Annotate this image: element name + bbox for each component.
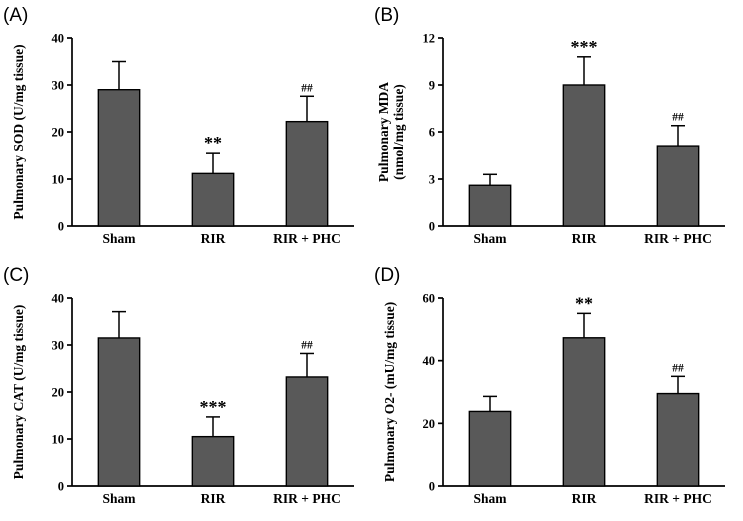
svg-text:20: 20 — [52, 126, 65, 140]
bar-chart-pulmonary-sod: 0 10 20 30 40 Sham ** RIR ## RIR + PHC Pulmonary S… — [11, 32, 354, 246]
panel-a-label: (A) — [3, 5, 29, 26]
svg-text:(nmol/mg tissue): (nmol/mg tissue) — [391, 84, 406, 180]
svg-text:10: 10 — [52, 173, 65, 187]
svg-text:Pulmonary MDA: Pulmonary MDA — [377, 82, 391, 182]
svg-text:0: 0 — [429, 480, 435, 494]
svg-text:RIR: RIR — [572, 231, 597, 246]
svg-text:20: 20 — [52, 386, 65, 400]
svg-text:RIR + PHC: RIR + PHC — [644, 491, 712, 506]
svg-text:9: 9 — [429, 79, 435, 93]
svg-text:0: 0 — [58, 480, 64, 494]
svg-text:RIR + PHC: RIR + PHC — [273, 491, 341, 506]
svg-text:**: ** — [575, 293, 593, 313]
svg-text:10: 10 — [52, 433, 65, 447]
svg-text:Sham: Sham — [473, 491, 507, 506]
svg-text:##: ## — [301, 339, 313, 351]
svg-text:RIR: RIR — [572, 491, 597, 506]
bar-chart-pulmonary-mda: 0 3 6 9 12 Sham *** RIR ## RIR + PHC Pulmonary MDA… — [377, 32, 725, 246]
panel-c: (C) 0 10 20 30 40 Sham *** RIR ## RIR + PHC Pulmon… — [0, 260, 371, 521]
svg-text:RIR + PHC: RIR + PHC — [644, 231, 712, 246]
svg-text:30: 30 — [52, 339, 65, 353]
svg-text:6: 6 — [429, 126, 435, 140]
svg-text:**: ** — [204, 133, 222, 153]
svg-text:0: 0 — [58, 220, 64, 234]
bar-chart-pulmonary-o2: 0 20 40 60 Sham ** RIR ## RIR + PHC Pulmonary O2-… — [382, 292, 725, 506]
svg-text:##: ## — [672, 112, 684, 124]
svg-text:Sham: Sham — [102, 491, 136, 506]
svg-text:***: *** — [571, 37, 598, 57]
svg-text:Pulmonary SOD (U/mg tissue): Pulmonary SOD (U/mg tissue) — [11, 44, 26, 219]
panel-d: (D) 0 20 40 60 Sham ** RIR ## RIR + PHC Pulmonary… — [371, 260, 743, 521]
svg-text:Sham: Sham — [473, 231, 507, 246]
panel-c-label: (C) — [3, 265, 30, 286]
svg-text:0: 0 — [429, 220, 435, 234]
svg-text:3: 3 — [429, 173, 435, 187]
svg-text:RIR + PHC: RIR + PHC — [273, 231, 341, 246]
svg-text:Sham: Sham — [102, 231, 136, 246]
panel-a: (A) 0 10 20 30 40 Sham ** RIR ## RIR + PHC Pulmona… — [0, 0, 371, 260]
svg-text:Pulmonary CAT (U/mg tissue): Pulmonary CAT (U/mg tissue) — [11, 305, 26, 480]
bar-chart-pulmonary-cat: 0 10 20 30 40 Sham *** RIR ## RIR + PHC Pulmonary … — [11, 292, 354, 506]
svg-text:40: 40 — [52, 292, 65, 306]
svg-text:RIR: RIR — [201, 231, 226, 246]
svg-text:40: 40 — [423, 354, 436, 368]
svg-text:***: *** — [200, 397, 227, 417]
svg-text:40: 40 — [52, 32, 65, 46]
svg-text:RIR: RIR — [201, 491, 226, 506]
svg-text:Pulmonary O2- (mU/mg tissue): Pulmonary O2- (mU/mg tissue) — [382, 302, 397, 482]
svg-text:##: ## — [672, 362, 684, 374]
svg-text:##: ## — [301, 82, 313, 94]
svg-text:60: 60 — [423, 292, 436, 306]
svg-text:30: 30 — [52, 79, 65, 93]
svg-text:20: 20 — [423, 417, 436, 431]
svg-text:12: 12 — [423, 32, 436, 46]
panel-b-label: (B) — [374, 5, 400, 26]
panel-d-label: (D) — [374, 265, 401, 286]
panel-b: (B) 0 3 6 9 12 Sham *** RIR ## RIR + PHC Pulmonary… — [371, 0, 743, 260]
